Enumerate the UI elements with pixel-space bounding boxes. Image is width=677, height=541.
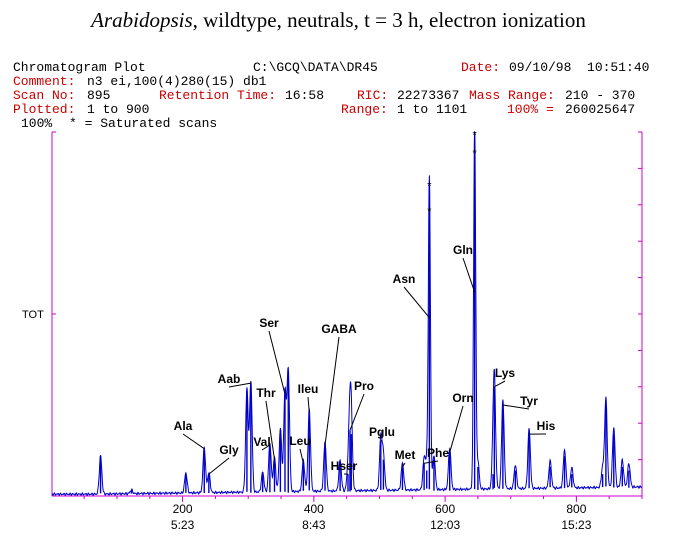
ric-label: RIC: — [357, 88, 389, 103]
peak-leader-line — [494, 380, 506, 388]
peak-leader-line — [182, 433, 205, 450]
retention-time-value: 16:58 — [285, 88, 325, 103]
x-time-label: 12:03 — [430, 518, 460, 532]
x-tick-label: 200 — [173, 502, 193, 516]
peak-label: Leu — [289, 434, 310, 448]
peak-leader-line — [208, 457, 230, 475]
peak-leader-line — [324, 336, 340, 446]
peak-label: Thr — [256, 386, 276, 400]
peak-leader-line — [424, 460, 439, 464]
peak-leader-line — [268, 330, 286, 395]
mass-range-label: Mass Range: — [469, 88, 555, 103]
percent-value: 260025647 — [565, 102, 636, 117]
axes: TOT 200 5:23 400 8:43 600 12:03 800 15:23 — [22, 131, 643, 532]
peak-leader-line — [402, 462, 406, 468]
peak-label: Lys — [495, 366, 516, 380]
plot-name: Chromatogram Plot — [13, 60, 146, 75]
x-time-label: 5:23 — [171, 518, 195, 532]
x-time-label: 15:23 — [561, 518, 591, 532]
plotted-value: 1 to 900 — [87, 102, 150, 117]
saturated-marker: * — [473, 148, 478, 160]
trace-layer — [51, 131, 643, 497]
hundred-percent-label: 100% — [21, 116, 53, 131]
plotted-label: Plotted: — [13, 102, 76, 117]
retention-time-label: Retention Time: — [159, 88, 277, 103]
x-tick-label: 600 — [435, 502, 455, 516]
peak-label: Asn — [393, 272, 416, 286]
peak-leader-line — [307, 396, 310, 413]
scan-value: 895 — [87, 88, 111, 103]
title-rest: , wildtype, neutrals, t = 3 h, electron … — [192, 8, 586, 32]
mass-range-value: 210 - 370 — [565, 88, 636, 103]
peak-label: Ala — [174, 419, 193, 433]
peak-label: Met — [395, 448, 416, 462]
percent-label: 100% = — [507, 102, 554, 117]
scan-label: Scan No: — [13, 88, 76, 103]
peak-label: Gln — [453, 243, 473, 257]
peak-label: Ser — [259, 316, 279, 330]
x-tick-label: 400 — [304, 502, 324, 516]
range-value: 1 to 1101 — [397, 102, 468, 117]
peak-leader-line — [502, 404, 530, 410]
peak-label: Hser — [331, 459, 358, 473]
title-species: Arabidopsis — [91, 8, 193, 32]
peak-leader-line — [462, 257, 476, 293]
peak-label: Aab — [218, 372, 241, 386]
data-path: C:\GCQ\DATA\DR45 — [253, 60, 378, 75]
peak-label: Val — [253, 435, 270, 449]
comment-value: n3 ei,100(4)280(15) db1 — [87, 74, 267, 89]
peak-label: Gly — [219, 443, 239, 457]
peak-leader-line — [265, 400, 275, 460]
annotations-layer: * * * * Ala Gly Aab Thr Val Ser Ileu Leu GABA Hser Pro… — [174, 130, 556, 475]
peak-leader-line — [449, 405, 464, 453]
chromatogram-trace — [51, 131, 643, 497]
peak-label: Pro — [354, 379, 374, 393]
peak-leader-line — [403, 286, 430, 318]
saturated-marker: * — [473, 130, 478, 142]
peak-label: Phe — [427, 446, 449, 460]
chart-title: Arabidopsis, wildtype, neutrals, t = 3 h… — [0, 8, 677, 33]
saturated-marker: * — [427, 181, 432, 193]
peak-label: His — [537, 419, 556, 433]
peak-label: Ileu — [298, 382, 319, 396]
peak-label: Orn — [452, 391, 473, 405]
peak-label: GABA — [321, 322, 357, 336]
date-label: Date: — [461, 60, 501, 75]
ric-value: 22273367 — [397, 88, 460, 103]
peak-leader-line — [299, 448, 304, 464]
saturated-note: * = Saturated scans — [69, 116, 218, 131]
x-tick-label: 800 — [566, 502, 586, 516]
range-label: Range: — [341, 102, 388, 117]
date-value: 09/10/98 10:51:40 — [509, 60, 650, 75]
comment-label: Comment: — [13, 74, 76, 89]
peak-leader-line — [349, 393, 365, 431]
y-axis-label: TOT — [22, 309, 44, 321]
peak-label: Pglu — [369, 425, 395, 439]
x-time-label: 8:43 — [302, 518, 326, 532]
saturated-marker: * — [427, 206, 432, 218]
peak-leader-line — [261, 444, 271, 451]
peak-leader-line — [380, 439, 383, 442]
peak-label: Tyr — [520, 394, 538, 408]
peak-leader-line — [228, 382, 251, 388]
